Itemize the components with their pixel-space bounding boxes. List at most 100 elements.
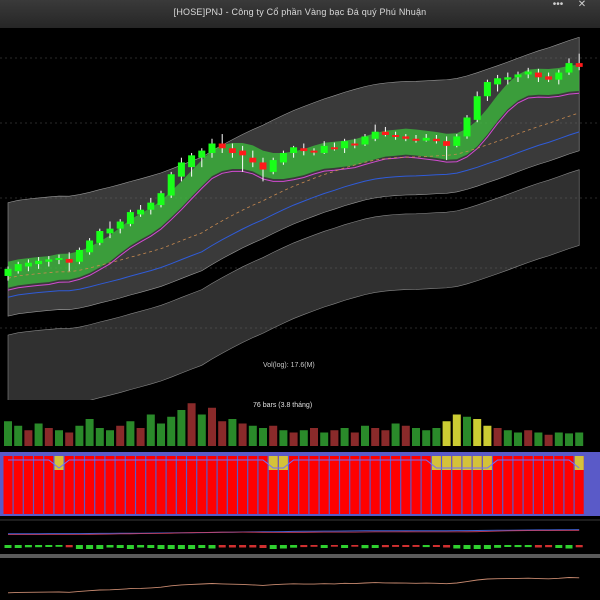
candle-body-18 xyxy=(188,155,196,168)
volume-bar-6 xyxy=(65,432,74,446)
volume-bar-3 xyxy=(34,423,43,446)
heat-cell-8 xyxy=(85,456,95,514)
osc-hist-12 xyxy=(126,545,134,549)
heat-cell-30 xyxy=(309,456,319,514)
osc-hist-34 xyxy=(351,545,359,547)
candle-body-35 xyxy=(361,136,369,145)
osc-hist-52 xyxy=(534,545,542,548)
blue-line xyxy=(7,131,580,298)
osc-hist-56 xyxy=(575,545,583,548)
heat-cell-43 xyxy=(442,456,452,514)
window-title: [HOSE]PNJ - Công ty Cổ phần Vàng bạc Đá … xyxy=(173,7,427,17)
volume-bar-1 xyxy=(14,425,23,446)
osc-red-line xyxy=(8,530,580,536)
osc-hist-28 xyxy=(290,545,298,548)
candle-body-49 xyxy=(504,77,512,80)
volume-bar-56 xyxy=(575,432,584,446)
osc-hist-35 xyxy=(361,545,369,549)
volume-bar-51 xyxy=(524,430,533,446)
candle-body-4 xyxy=(45,259,53,262)
osc-hist-46 xyxy=(473,545,481,549)
volume-bar-10 xyxy=(106,430,114,446)
osc-hist-24 xyxy=(249,545,257,548)
volume-bar-38 xyxy=(391,423,400,446)
menu-dots-icon[interactable]: ••• xyxy=(552,0,564,10)
stock-chart[interactable] xyxy=(0,28,600,600)
candle-body-32 xyxy=(330,147,338,150)
candle-body-21 xyxy=(218,143,226,149)
volume-bar-39 xyxy=(401,425,410,446)
volume-bar-34 xyxy=(350,432,359,446)
candle-body-56 xyxy=(575,63,583,67)
heat-cell-44 xyxy=(452,456,462,514)
volume-bar-24 xyxy=(248,425,257,446)
volume-bar-25 xyxy=(259,428,267,446)
candle-body-55 xyxy=(565,63,573,73)
heat-cell-14 xyxy=(146,456,156,514)
candle-body-47 xyxy=(483,82,491,97)
osc-hist-38 xyxy=(392,545,400,547)
heat-cell-18 xyxy=(187,456,197,514)
volume-bar-35 xyxy=(361,425,369,446)
volume-bar-29 xyxy=(299,430,308,446)
candle-body-7 xyxy=(75,249,83,262)
candle-body-20 xyxy=(208,143,216,153)
candle-body-14 xyxy=(147,202,155,210)
heat-cell-34 xyxy=(350,456,360,514)
heat-cell-39 xyxy=(401,456,411,514)
heat-cell-52 xyxy=(533,456,543,514)
heat-cell-15 xyxy=(156,456,166,514)
volume-bar-0 xyxy=(4,421,12,446)
heat-cell-50 xyxy=(513,456,523,514)
heat-cell-6 xyxy=(64,456,74,514)
osc-hist-20 xyxy=(208,545,216,549)
candle-body-26 xyxy=(269,160,277,172)
volume-bar-30 xyxy=(310,428,318,446)
osc-hist-18 xyxy=(188,545,196,549)
heat-highlight-44 xyxy=(452,456,462,470)
candle-body-51 xyxy=(524,71,532,75)
heat-cell-5 xyxy=(54,456,64,514)
volume-bar-48 xyxy=(493,428,502,446)
heat-cell-2 xyxy=(23,456,33,514)
bottom-indicator-panel xyxy=(0,554,600,594)
osc-hist-50 xyxy=(514,545,522,548)
heat-cell-38 xyxy=(391,456,401,514)
osc-hist-27 xyxy=(279,545,287,549)
candle-body-52 xyxy=(534,72,542,78)
candle-body-41 xyxy=(422,137,430,141)
heat-cell-13 xyxy=(136,456,146,514)
osc-hist-55 xyxy=(565,545,573,549)
candle-body-19 xyxy=(198,150,206,158)
heat-cell-20 xyxy=(207,456,217,514)
osc-hist-29 xyxy=(300,545,308,548)
candle-body-34 xyxy=(351,143,359,146)
candle-body-29 xyxy=(300,148,308,152)
osc-hist-30 xyxy=(310,545,318,547)
volume-bar-15 xyxy=(157,423,165,446)
heat-signal-line xyxy=(8,459,580,469)
volume-bar-41 xyxy=(422,430,431,446)
heat-cell-49 xyxy=(503,456,513,514)
candle-body-9 xyxy=(96,231,104,243)
volume-bar-27 xyxy=(279,430,288,446)
volume-label: Vol(log): 17.6(M) xyxy=(263,362,315,369)
candle-body-0 xyxy=(4,268,12,276)
candle-body-50 xyxy=(514,74,522,78)
close-icon[interactable]: ✕ xyxy=(577,0,587,10)
heat-cell-31 xyxy=(319,456,329,514)
candle-body-10 xyxy=(106,228,114,234)
volume-bar-46 xyxy=(473,419,482,446)
candle-body-31 xyxy=(320,145,328,153)
osc-hist-48 xyxy=(494,545,502,548)
volume-bar-2 xyxy=(24,430,33,446)
heat-cell-46 xyxy=(472,456,482,514)
heat-cell-35 xyxy=(360,456,370,514)
volume-bar-31 xyxy=(320,432,329,446)
candle-body-22 xyxy=(228,148,236,153)
osc-hist-39 xyxy=(402,545,410,547)
volume-bar-21 xyxy=(218,421,227,446)
heat-cell-53 xyxy=(544,456,554,514)
volume-bar-50 xyxy=(514,432,522,446)
candle-body-48 xyxy=(494,78,502,85)
